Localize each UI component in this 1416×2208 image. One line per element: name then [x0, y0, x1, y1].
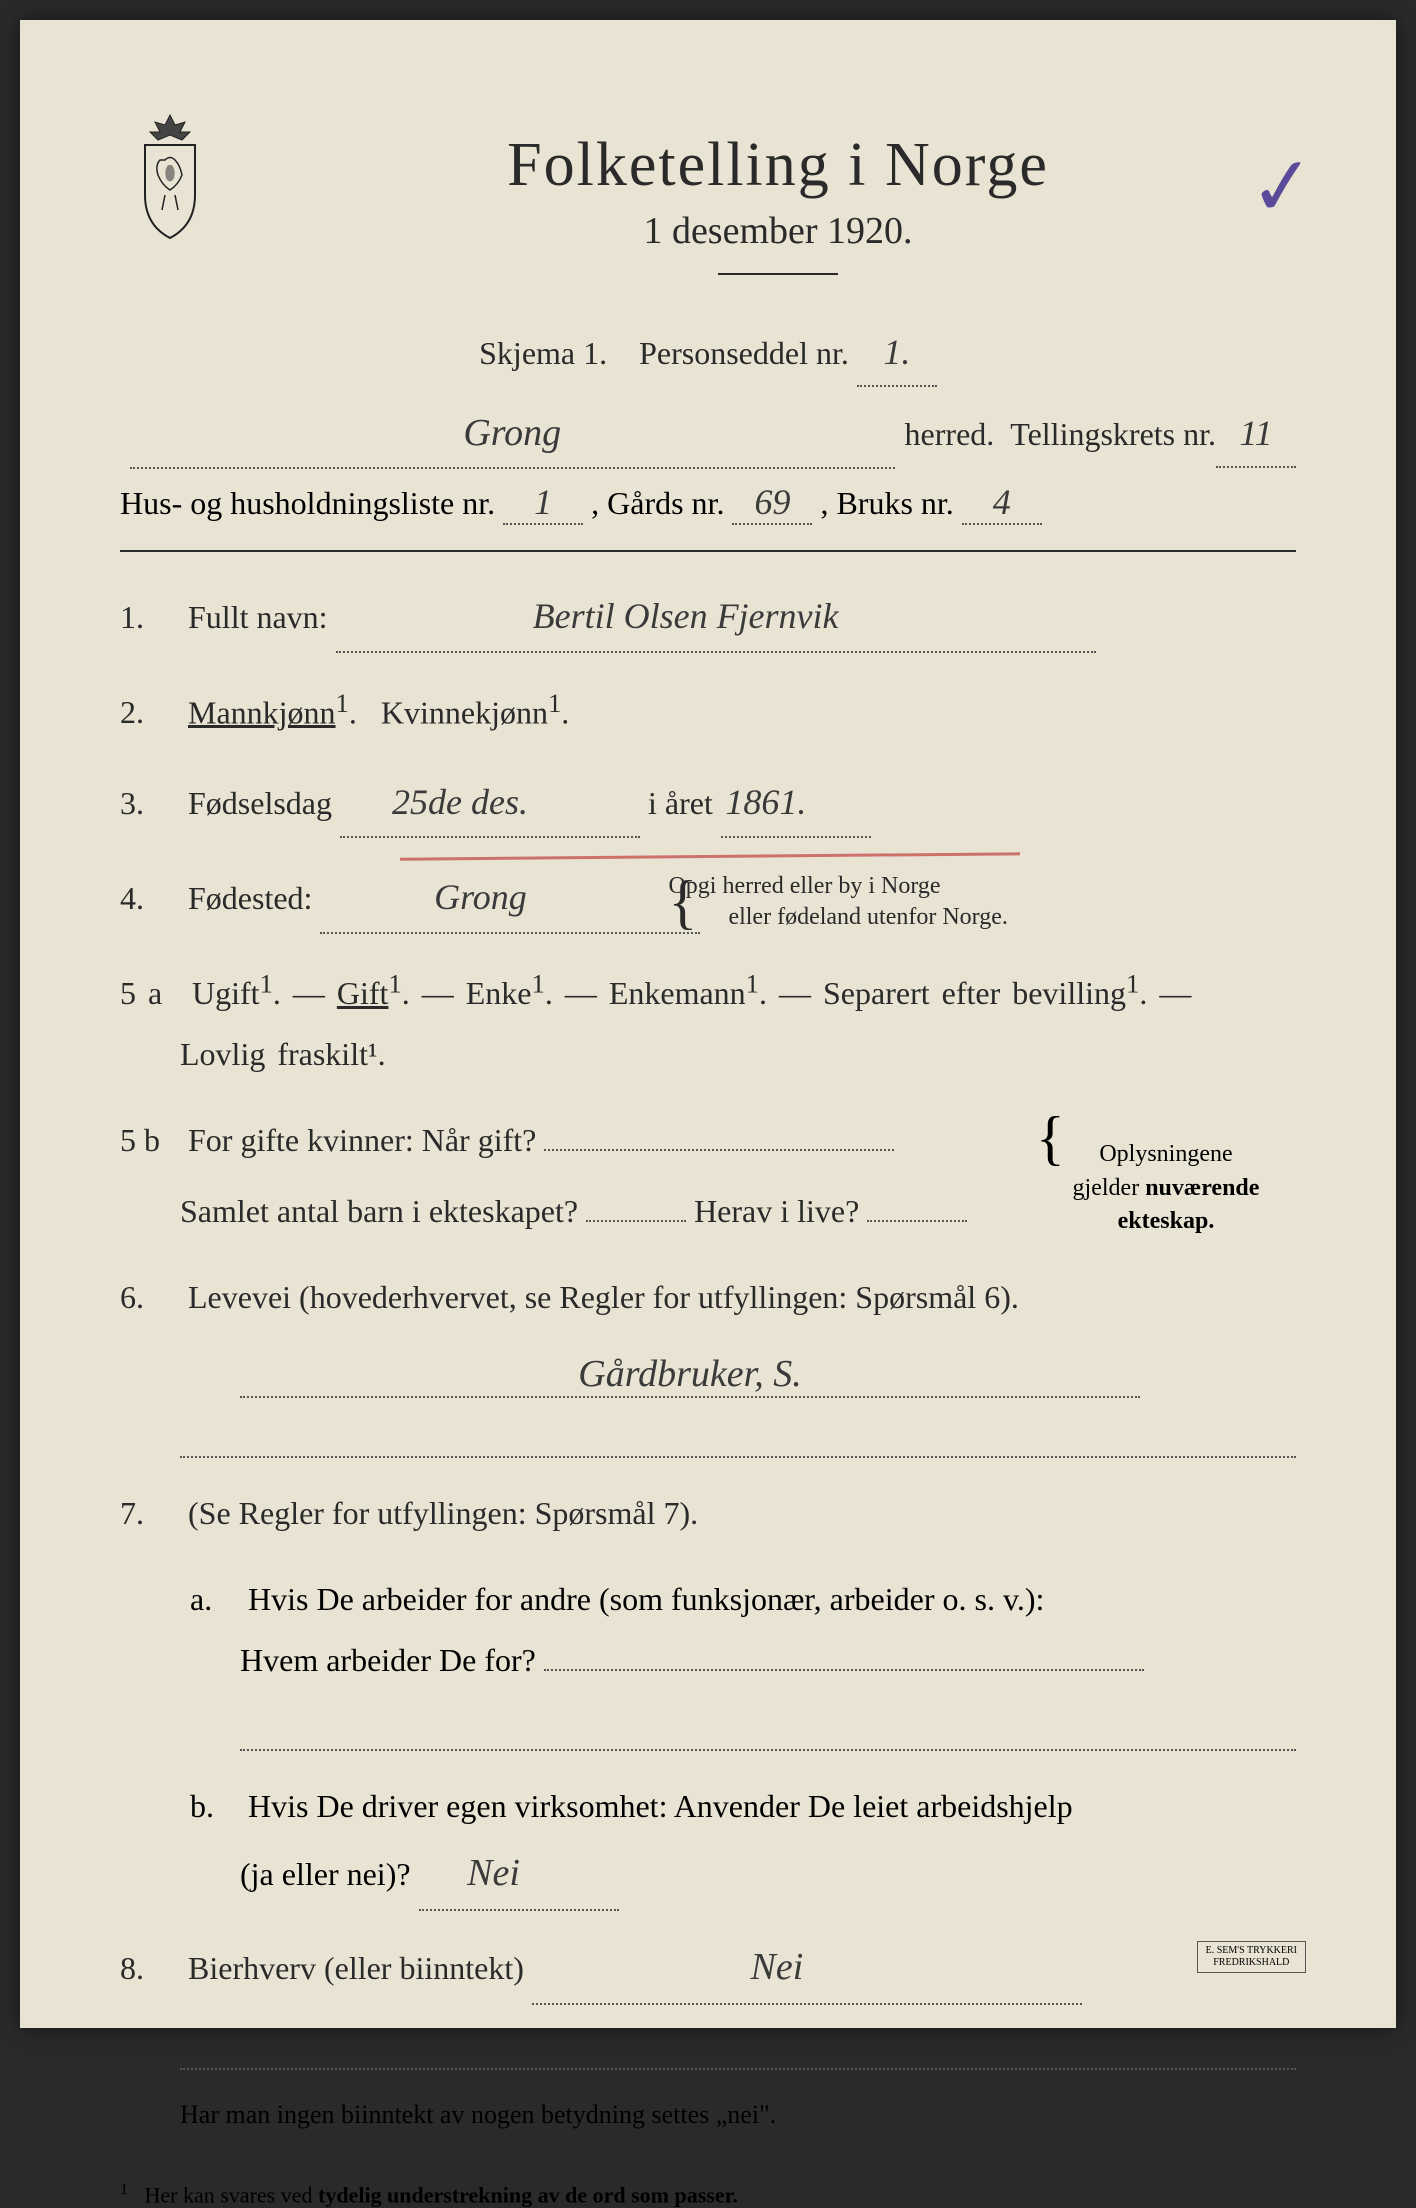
q5b-note1: Oplysningene [1099, 1141, 1232, 1167]
q7b-text2: (ja eller nei)? [240, 1856, 411, 1892]
tellingskrets-value: 11 [1216, 401, 1296, 468]
q4-num: 4. [120, 868, 180, 929]
question-2: 2. Mannkjønn1. Kvinnekjønn1. [120, 678, 1296, 743]
question-7: 7. (Se Regler for utfyllingen: Spørsmål … [120, 1483, 1296, 1544]
q2-sup2: 1 [548, 688, 561, 718]
question-7a: a. Hvis De arbeider for andre (som funks… [120, 1569, 1296, 1691]
question-4: 4. Fødested: Grong { Opgi herred eller b… [120, 863, 1296, 933]
header-row: Folketelling i Norge 1 desember 1920. [120, 110, 1296, 310]
q8-label: Bierhverv (eller biinntekt) [188, 1950, 524, 1986]
q7b-text: Hvis De driver egen virksomhet: Anvender… [248, 1788, 1073, 1824]
q5b-num: 5 b [120, 1110, 180, 1171]
main-title: Folketelling i Norge [260, 130, 1296, 201]
q5b-val2 [586, 1220, 686, 1222]
q5b-label1: For gifte kvinner: Når gift? [188, 1122, 536, 1158]
q8-num: 8. [120, 1938, 180, 1999]
question-3: 3. Fødselsdag 25de des. i året 1861. [120, 768, 1296, 838]
gards-label: , Gårds nr. [591, 485, 724, 521]
q5b-label2: Samlet antal barn i ekteskapet? [180, 1193, 578, 1229]
q5b-note: { Oplysningene gjelder nuværende ekteska… [1036, 1138, 1296, 1239]
q4-note-block: { Opgi herred eller by i Norge eller fød… [728, 871, 1007, 933]
q4-label: Fødested: [188, 880, 312, 916]
q2-opt1: Mannkjønn [188, 694, 336, 730]
red-underline-mark [400, 852, 1020, 860]
herred-value: Grong [130, 399, 895, 469]
q7-num: 7. [120, 1483, 180, 1544]
q3-num: 3. [120, 773, 180, 834]
q2-sup1: 1 [336, 688, 349, 718]
q6-label: Levevei (hovederhvervet, se Regler for u… [188, 1279, 1019, 1315]
q6-answer: Gårdbruker, S. [240, 1352, 1296, 1398]
q5a-num: 5 a [120, 963, 180, 1024]
q2-opt2: Kvinnekjønn [381, 694, 548, 730]
footnote-text: Her kan svares ved tydelig understreknin… [145, 2182, 738, 2207]
q1-num: 1. [120, 587, 180, 648]
q4-note1: Opgi herred eller by i Norge [668, 873, 940, 899]
checkmark-annotation: ✓ [1245, 137, 1320, 236]
census-form-page: ✓ Folketelling i Norge 1 desember 1920. … [20, 20, 1396, 2028]
q7a-value [544, 1669, 1144, 1671]
q8-value: Nei [532, 1931, 1082, 2005]
q7a-letter: a. [190, 1569, 240, 1630]
skjema-label: Skjema 1. [479, 335, 607, 371]
q8-blank-line [180, 2030, 1296, 2070]
herred-label: herred. [905, 406, 995, 464]
footnote-num: 1 [120, 2181, 128, 2198]
printer1: E. SEM'S TRYKKERI [1206, 1945, 1297, 1956]
bruks-value: 4 [962, 481, 1042, 525]
footer-note: Har man ingen biinntekt av nogen betydni… [120, 2100, 1296, 2130]
q4-note2: eller fødeland utenfor Norge. [728, 904, 1007, 930]
norway-coat-of-arms-icon [120, 110, 220, 240]
q4-value: Grong [320, 863, 700, 933]
personseddel-label: Personseddel nr. [639, 335, 849, 371]
printer-stamp: E. SEM'S TRYKKERI FREDRIKSHALD [1197, 1941, 1306, 1973]
gards-value: 69 [732, 481, 812, 525]
q4-note: Opgi herred eller by i Norge eller fødel… [728, 871, 1007, 933]
meta-line-1: Skjema 1. Personseddel nr. 1. [120, 320, 1296, 387]
question-6: 6. Levevei (hovederhvervet, se Regler fo… [120, 1267, 1296, 1328]
husliste-label: Hus- og husholdningsliste nr. [120, 485, 495, 521]
q7b-letter: b. [190, 1776, 240, 1837]
bruks-label: , Bruks nr. [820, 485, 953, 521]
q6-value: Gårdbruker, S. [240, 1352, 1140, 1398]
meta-line-2: Grong herred. Tellingskrets nr. 11 [120, 399, 1296, 469]
subtitle: 1 desember 1920. [260, 209, 1296, 253]
question-7b: b. Hvis De driver egen virksomhet: Anven… [120, 1776, 1296, 1911]
q6-num: 6. [120, 1267, 180, 1328]
q7b-value: Nei [419, 1837, 619, 1911]
husliste-value: 1 [503, 481, 583, 525]
q3-label: Fødselsdag [188, 785, 332, 821]
meta-line-3: Hus- og husholdningsliste nr. 1 , Gårds … [120, 481, 1296, 525]
q7a-text: Hvis De arbeider for andre (som funksjon… [248, 1581, 1044, 1617]
q7a-blank-line [240, 1711, 1296, 1751]
question-5a: 5 a Ugift1. — Gift1. — Enke1. — Enkemann… [120, 959, 1296, 1085]
q2-num: 2. [120, 682, 180, 743]
personseddel-value: 1. [857, 320, 937, 387]
q5b-note2: gjelder nuværende [1073, 1175, 1260, 1201]
q5b-note3: ekteskap. [1118, 1208, 1215, 1234]
footnote: 1 Her kan svares ved tydelig understrekn… [120, 2170, 1296, 2208]
q7a-text2: Hvem arbeider De for? [240, 1642, 536, 1678]
q5b-val3 [867, 1220, 967, 1222]
q5a-line2: Lovlig fraskilt¹. [180, 1036, 386, 1072]
tellingskrets-label: Tellingskrets nr. [1010, 406, 1216, 464]
question-1: 1. Fullt navn: Bertil Olsen Fjernvik [120, 582, 1296, 652]
title-block: Folketelling i Norge 1 desember 1920. [260, 110, 1296, 310]
q3-day: 25de des. [340, 768, 640, 838]
q7-label: (Se Regler for utfyllingen: Spørsmål 7). [188, 1495, 698, 1531]
q5b-label3: Herav i live? [694, 1193, 859, 1229]
q5b-val1 [544, 1149, 894, 1151]
question-5b: 5 b For gifte kvinner: Når gift? Samlet … [120, 1110, 1296, 1267]
main-divider [120, 550, 1296, 552]
q6-blank-line [180, 1418, 1296, 1458]
q1-value: Bertil Olsen Fjernvik [336, 582, 1096, 652]
question-8: 8. Bierhverv (eller biinntekt) Nei [120, 1931, 1296, 2005]
q3-year-label: i året [648, 785, 713, 821]
title-divider [718, 273, 838, 275]
printer2: FREDRIKSHALD [1213, 1957, 1289, 1968]
q5a-options: Ugift1. — Gift1. — Enke1. — Enkemann1. —… [192, 975, 1191, 1011]
q3-year: 1861. [721, 768, 871, 838]
q1-label: Fullt navn: [188, 599, 328, 635]
